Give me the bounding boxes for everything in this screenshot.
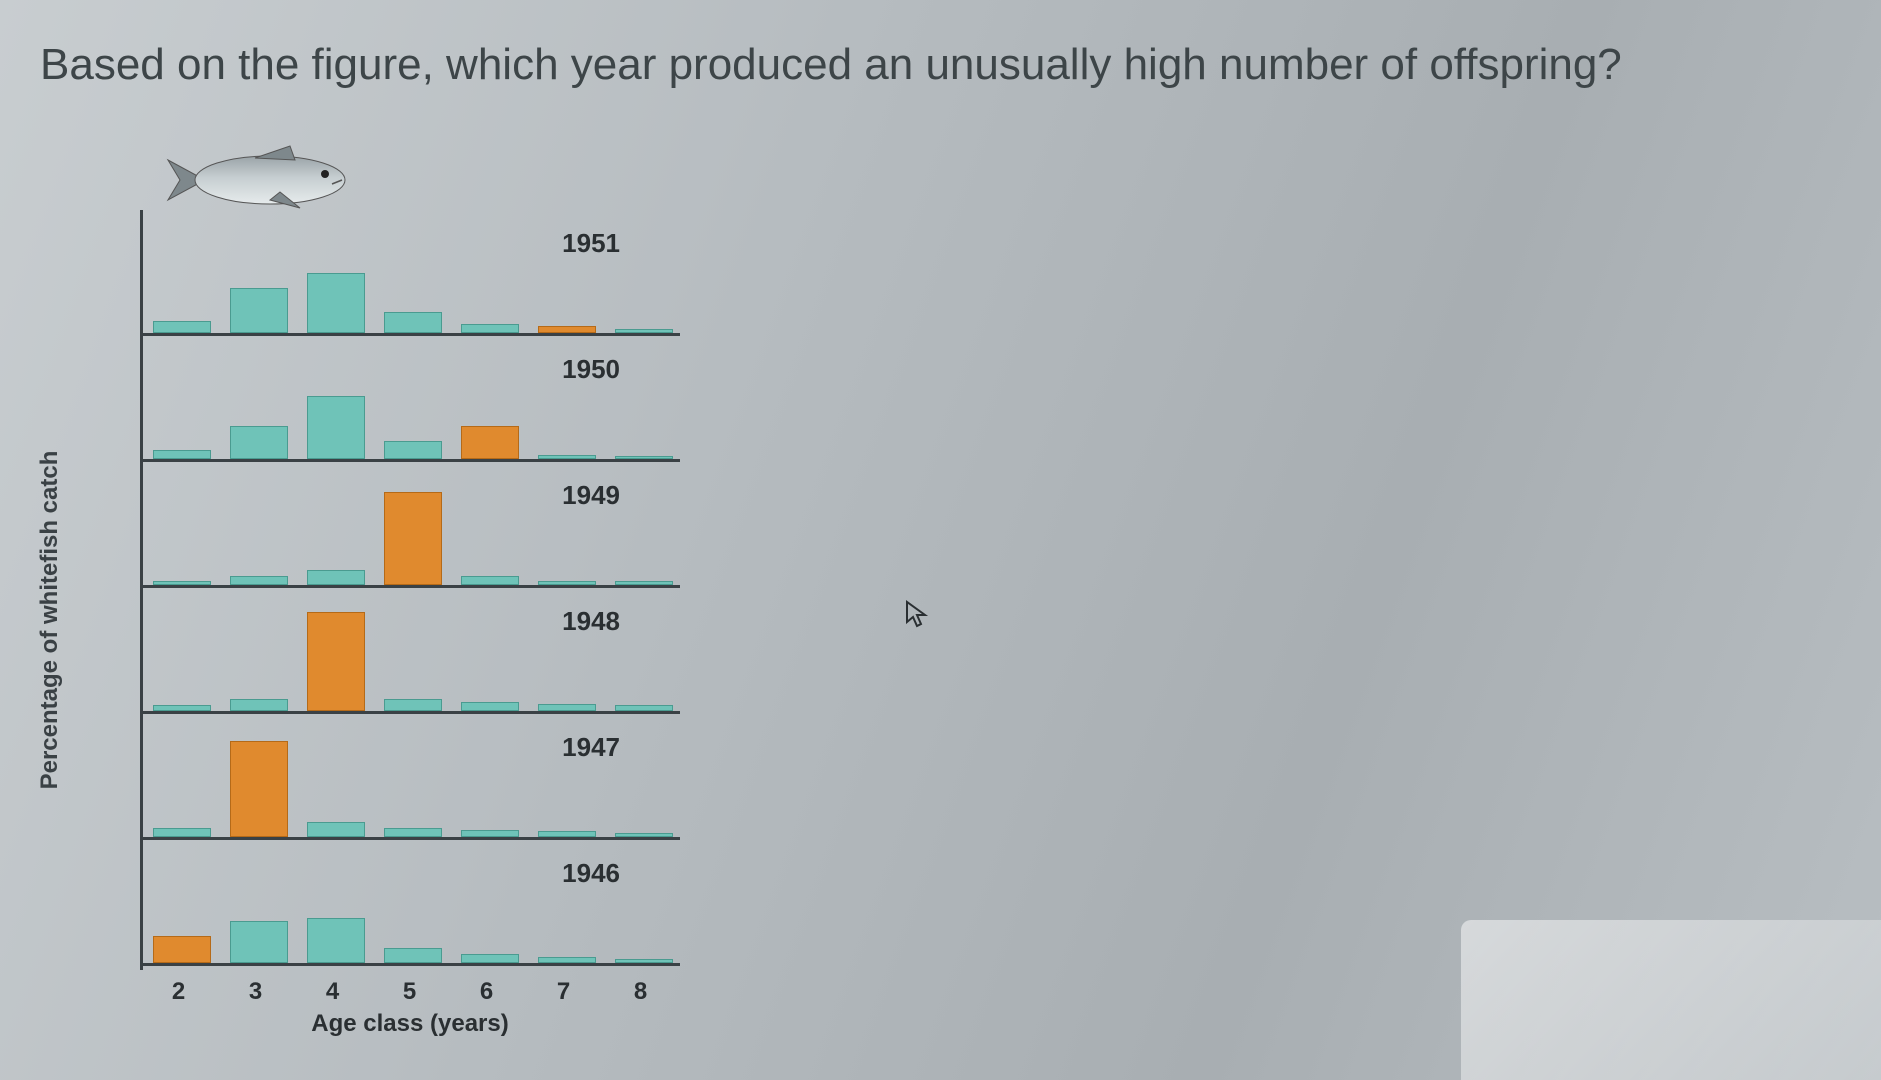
y-axis-label: Percentage of whitefish catch [36,451,64,790]
bar-age-2 [153,828,211,837]
mouse-cursor-icon [905,600,929,635]
bar-age-6 [461,426,519,459]
bar-age-8 [615,456,673,459]
x-tick-6: 6 [480,978,493,1006]
panel-bars [143,840,680,963]
bar-age-4 [307,570,365,585]
bar-age-2 [153,705,211,711]
bar-age-7 [538,326,596,334]
bar-age-5 [384,828,442,837]
panel-bars [143,588,680,711]
bar-age-6 [461,954,519,963]
panel-bars [143,714,680,837]
bar-age-6 [461,324,519,333]
x-tick-7: 7 [557,978,570,1006]
x-tick-8: 8 [634,978,647,1006]
bar-age-8 [615,329,673,334]
bar-age-7 [538,704,596,712]
bar-age-3 [230,741,288,837]
bar-age-7 [538,455,596,460]
bar-age-4 [307,273,365,333]
bar-age-4 [307,822,365,837]
chart-panel-1949: 1949 [143,462,680,588]
bar-age-3 [230,921,288,963]
x-tick-4: 4 [326,978,339,1006]
chart-panel-1946: 1946 [143,840,680,966]
bar-age-7 [538,581,596,586]
bar-age-4 [307,918,365,963]
x-tick-3: 3 [249,978,262,1006]
bar-age-6 [461,576,519,585]
bar-age-7 [538,957,596,963]
x-tick-2: 2 [172,978,185,1006]
bar-age-5 [384,441,442,459]
panel-bars [143,210,680,333]
bar-age-2 [153,581,211,586]
bar-age-5 [384,948,442,963]
whitefish-icon [160,140,360,220]
bar-age-4 [307,612,365,711]
bar-age-3 [230,699,288,711]
bar-age-8 [615,833,673,838]
bar-age-5 [384,312,442,333]
bar-age-8 [615,581,673,586]
bar-age-7 [538,831,596,837]
panel-bars [143,462,680,585]
chart-panel-1948: 1948 [143,588,680,714]
chart-panel-1951: 1951 [143,210,680,336]
whitefish-age-chart: Percentage of whitefish catch 1951195019… [80,210,700,1030]
bar-age-3 [230,576,288,585]
bar-age-4 [307,396,365,459]
chart-panel-1947: 1947 [143,714,680,840]
x-axis: Age class (years) 2345678 [140,970,680,1030]
bar-age-6 [461,702,519,711]
bar-age-6 [461,830,519,838]
bar-age-3 [230,426,288,459]
glare-patch [1461,920,1881,1080]
question-text: Based on the figure, which year produced… [40,40,1622,90]
x-tick-5: 5 [403,978,416,1006]
bar-age-2 [153,321,211,333]
bar-age-5 [384,699,442,711]
bar-age-2 [153,450,211,459]
bar-age-8 [615,705,673,711]
bar-age-8 [615,959,673,964]
x-axis-label: Age class (years) [311,1010,508,1038]
bar-age-3 [230,288,288,333]
bar-age-5 [384,492,442,585]
plot-area: 195119501949194819471946 [140,210,680,970]
panel-bars [143,336,680,459]
chart-panel-1950: 1950 [143,336,680,462]
bar-age-2 [153,936,211,963]
